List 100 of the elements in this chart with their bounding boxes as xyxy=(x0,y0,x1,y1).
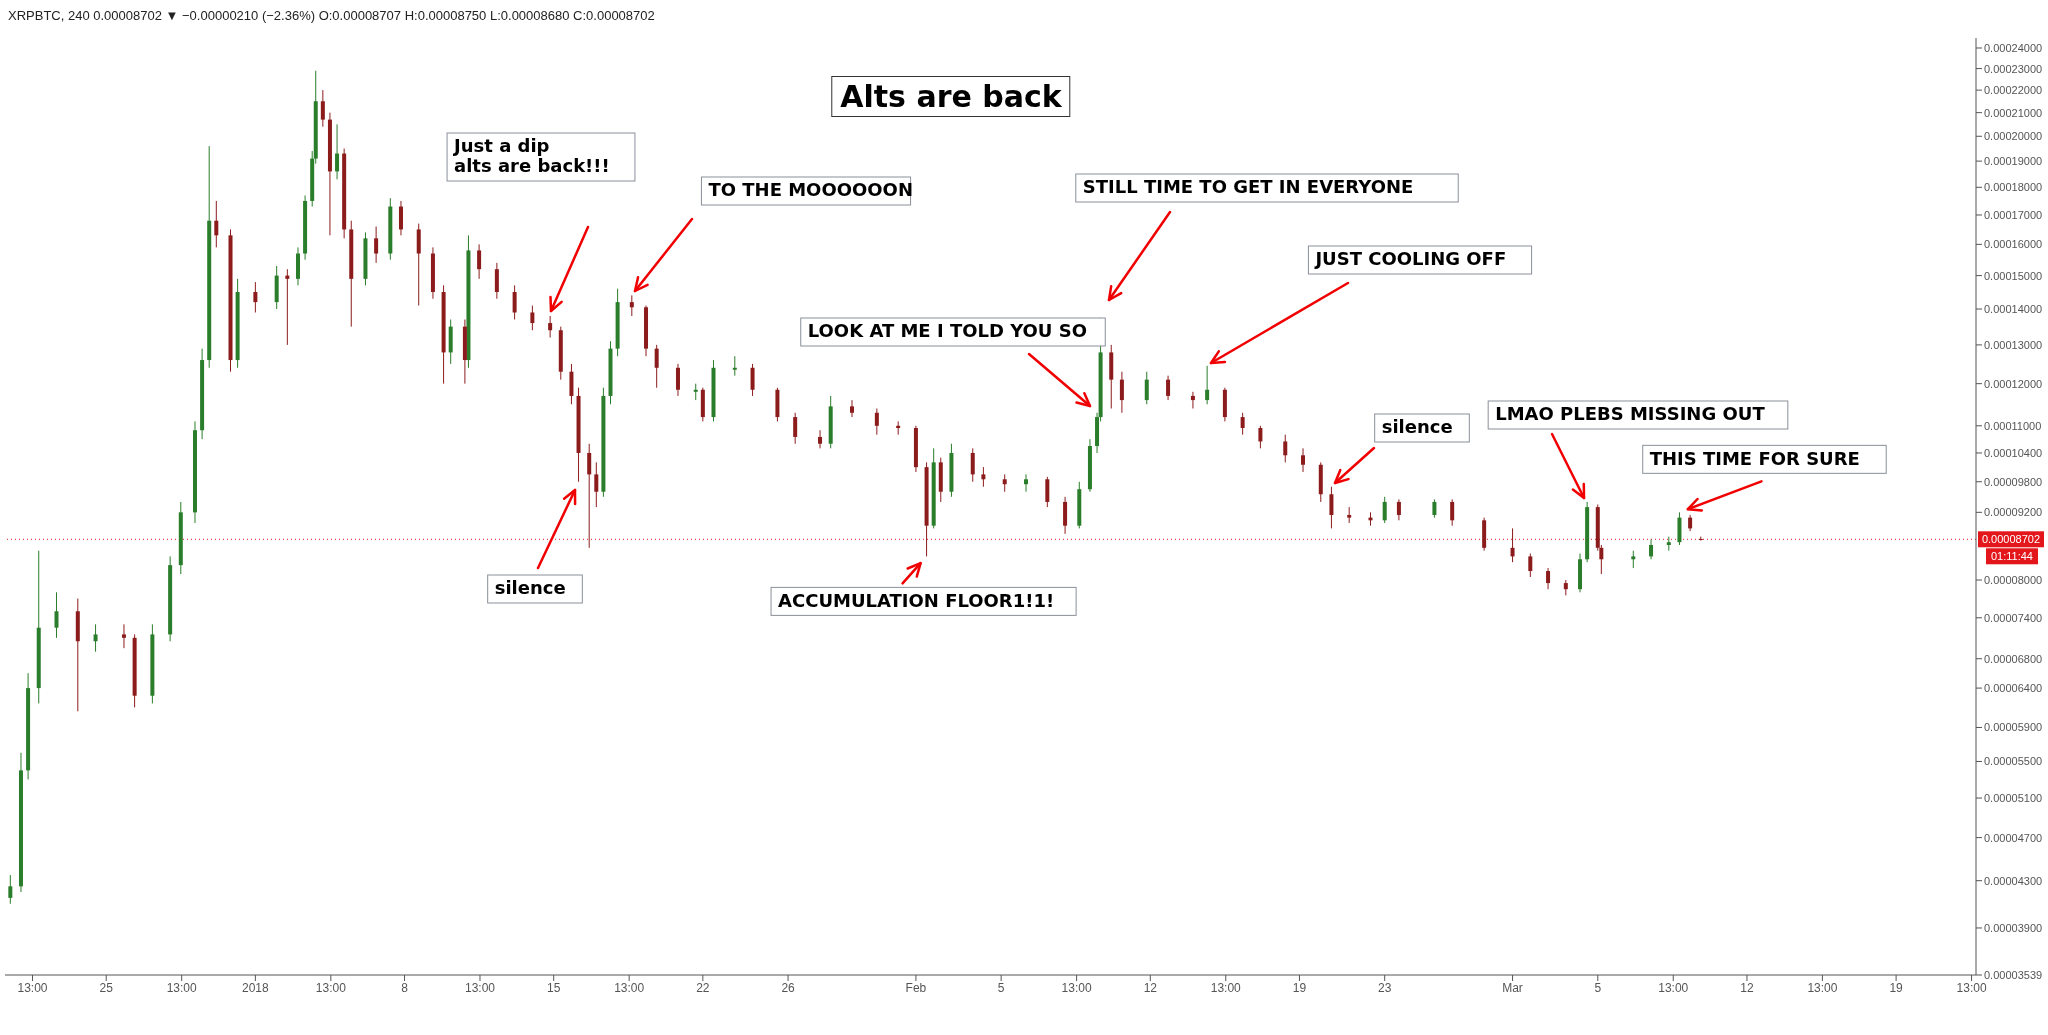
x-tick-label: 5 xyxy=(1594,980,1602,995)
annotation: THIS TIME FOR SURE xyxy=(1649,447,1860,469)
candlestick xyxy=(1205,365,1210,405)
candlestick xyxy=(874,408,879,436)
annotation: STILL TIME TO GET IN EVERYONE xyxy=(1082,176,1414,198)
candlestick xyxy=(1240,412,1245,436)
candlestick xyxy=(512,284,517,320)
y-tick-label: 0.00019000 xyxy=(1984,155,2043,168)
y-tick-label: 0.00017000 xyxy=(1984,208,2043,221)
candlestick xyxy=(8,874,13,905)
x-tick-label: 25 xyxy=(99,980,114,995)
annotation: Just a dip alts are back!!! xyxy=(452,135,610,177)
candlestick xyxy=(1510,527,1515,563)
x-tick-label: 12 xyxy=(1740,980,1754,995)
y-tick-label: 0.00015000 xyxy=(1984,269,2043,282)
x-tick-label: 8 xyxy=(401,980,409,995)
y-tick-label: 0.00004700 xyxy=(1984,831,2043,844)
candlestick xyxy=(732,355,737,377)
y-tick-label: 0.00005500 xyxy=(1984,755,2043,768)
candlestick xyxy=(1649,538,1654,560)
x-tick-label: 13:00 xyxy=(1807,980,1838,995)
candlestick xyxy=(1450,498,1455,527)
candlestick xyxy=(1329,486,1334,529)
candlestick xyxy=(1119,371,1124,414)
y-tick-label: 0.00010400 xyxy=(1984,446,2043,459)
candlestick xyxy=(477,243,482,280)
candlestick xyxy=(793,412,798,445)
candlestick xyxy=(654,344,659,389)
x-tick-label: Feb xyxy=(905,980,927,995)
x-tick-label: 22 xyxy=(696,980,710,995)
candlestick xyxy=(594,461,599,508)
y-tick-label: 0.00005100 xyxy=(1984,791,2043,804)
candlestick xyxy=(374,226,379,264)
candlestick xyxy=(253,281,258,313)
y-tick-label: 0.00022000 xyxy=(1984,84,2043,97)
y-tick-label: 0.00004300 xyxy=(1984,874,2043,887)
candlestick xyxy=(530,305,535,331)
candlestick xyxy=(1024,473,1029,493)
x-tick-label: 13:00 xyxy=(166,980,198,995)
y-tick-label: 0.00007400 xyxy=(1984,611,2043,624)
y-tick-label: 0.00024000 xyxy=(1984,41,2043,54)
candlestick xyxy=(494,262,499,300)
candlestick xyxy=(335,123,340,180)
x-tick-label: 13:00 xyxy=(1956,980,1987,995)
y-tick-label: 0.00005900 xyxy=(1984,721,2043,734)
x-tick-label: 13:00 xyxy=(1061,980,1092,995)
x-tick-label: 26 xyxy=(781,980,796,995)
y-tick-label: 0.00012000 xyxy=(1984,377,2043,390)
x-tick-label: 13:00 xyxy=(315,980,347,995)
candlestick xyxy=(629,294,634,317)
candlestick xyxy=(548,315,553,339)
annotation: ACCUMULATION FLOOR1!1! xyxy=(778,589,1055,611)
y-tick-label: 0.00009200 xyxy=(1984,506,2043,519)
candlestick xyxy=(587,443,592,549)
candlestick xyxy=(750,363,755,397)
y-tick-label: 0.00011000 xyxy=(1984,419,2042,432)
candlestick xyxy=(850,399,854,418)
annotation: silence xyxy=(1381,416,1453,438)
x-tick-label: 5 xyxy=(997,980,1005,995)
y-tick-label: 0.00021000 xyxy=(1984,106,2043,119)
x-tick-label: 19 xyxy=(1889,980,1904,995)
x-tick-label: 13:00 xyxy=(1658,980,1689,995)
y-tick-label: 0.00016000 xyxy=(1984,238,2043,251)
y-tick-label: 0.00013000 xyxy=(1984,338,2043,351)
x-tick-label: Mar xyxy=(1502,980,1523,995)
y-tick-label: 0.00023000 xyxy=(1984,62,2043,75)
x-tick-label: 2018 xyxy=(242,980,270,995)
x-tick-label: 13:00 xyxy=(464,980,496,995)
candlestick xyxy=(398,200,403,236)
y-tick-label: 0.00018000 xyxy=(1984,181,2043,194)
x-tick-label: 19 xyxy=(1292,980,1307,995)
candlestick xyxy=(214,200,219,248)
x-tick-label: 15 xyxy=(547,980,561,995)
candlestick xyxy=(981,466,986,488)
candlestick xyxy=(1190,391,1195,409)
text: Alts are back xyxy=(831,76,1071,117)
annotation: JUST COOLING OFF xyxy=(1313,248,1507,270)
annotation: LOOK AT ME I TOLD YOU SO xyxy=(807,320,1088,342)
candlestick xyxy=(1396,498,1401,521)
text: 01:11:44 xyxy=(1990,550,2034,563)
x-tick-label: 12 xyxy=(1143,980,1158,995)
candlestick xyxy=(1528,553,1533,578)
candlestick xyxy=(970,447,975,483)
candlestick xyxy=(1258,425,1263,449)
candlestick xyxy=(1382,496,1387,524)
x-tick-label: 13:00 xyxy=(17,980,48,995)
candlestick xyxy=(818,429,823,449)
y-tick-label: 0.00006800 xyxy=(1984,652,2043,665)
candlestick xyxy=(1166,375,1171,401)
candlestick xyxy=(1546,567,1551,590)
candlestick xyxy=(1432,498,1437,519)
x-tick-label: 13:00 xyxy=(1210,980,1242,995)
y-tick-label: 0.00003539 xyxy=(1984,968,2043,981)
candlestick xyxy=(675,363,680,397)
candlestick xyxy=(1045,476,1050,508)
y-tick-label: 0.00014000 xyxy=(1984,302,2043,315)
candlestick xyxy=(54,591,59,639)
x-tick-label: 13:00 xyxy=(614,980,645,995)
y-tick-label: 0.00008000 xyxy=(1984,573,2043,586)
chart-subtitle: XRPBTC, 240 0.00008702 ▼ −0.00000210 (−2.36%) O:0.00008707 H:0.00008750 L:0.00008680 C:0.00008702 xyxy=(8,8,655,23)
